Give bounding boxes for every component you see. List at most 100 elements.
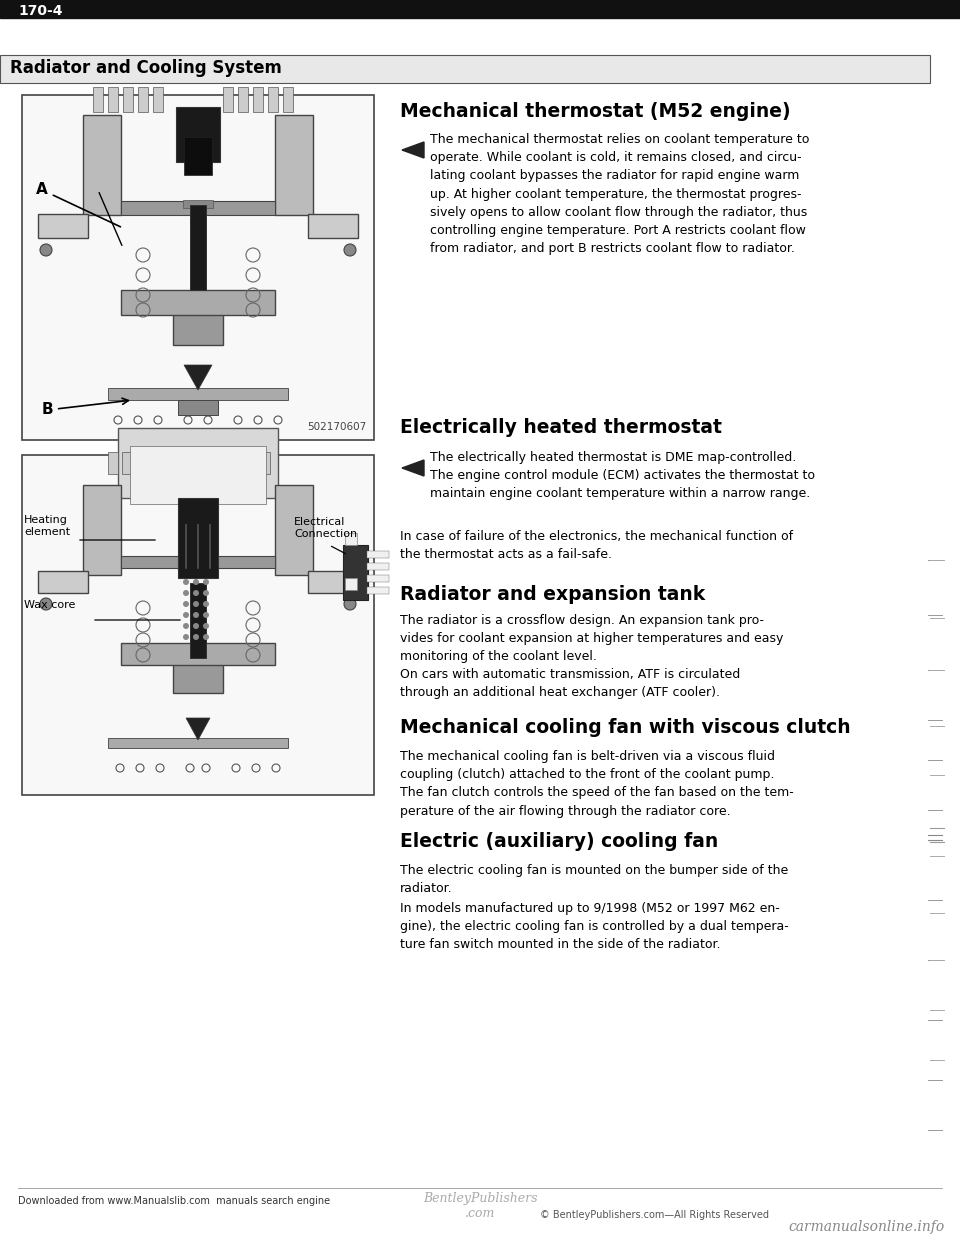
Text: The electrically heated thermostat is DME map-controlled.
The engine control mod: The electrically heated thermostat is DM… xyxy=(430,451,815,501)
Bar xyxy=(190,582,206,658)
Text: Mechanical cooling fan with viscous clutch: Mechanical cooling fan with viscous clut… xyxy=(400,718,851,737)
Text: B: B xyxy=(41,399,129,417)
Bar xyxy=(183,200,213,207)
Text: Mechanical thermostat (M52 engine): Mechanical thermostat (M52 engine) xyxy=(400,102,791,120)
Circle shape xyxy=(203,601,209,607)
Bar xyxy=(218,452,228,474)
Bar xyxy=(118,428,278,498)
Bar xyxy=(108,388,288,400)
Circle shape xyxy=(193,623,199,628)
Text: Radiator and expansion tank: Radiator and expansion tank xyxy=(400,585,706,604)
Bar xyxy=(0,55,930,83)
Text: Electrically heated thermostat: Electrically heated thermostat xyxy=(400,419,722,437)
Bar xyxy=(176,107,220,161)
Bar xyxy=(345,578,357,590)
Circle shape xyxy=(203,612,209,619)
Circle shape xyxy=(203,579,209,585)
Text: In case of failure of the electronics, the mechanical function of
the thermostat: In case of failure of the electronics, t… xyxy=(400,530,793,561)
Bar xyxy=(136,452,146,474)
Bar xyxy=(308,214,358,238)
Text: 170-4: 170-4 xyxy=(18,4,62,17)
Bar xyxy=(178,498,218,578)
Text: Downloaded from www.Manualslib.com  manuals search engine: Downloaded from www.Manualslib.com manua… xyxy=(18,1196,330,1206)
Bar xyxy=(343,545,368,600)
Bar xyxy=(22,94,374,440)
Circle shape xyxy=(183,633,189,640)
Bar xyxy=(190,205,206,289)
Circle shape xyxy=(40,597,52,610)
Bar xyxy=(121,289,275,315)
Text: The mechanical cooling fan is belt-driven via a viscous fluid
coupling (clutch) : The mechanical cooling fan is belt-drive… xyxy=(400,750,794,817)
Text: In models manufactured up to 9/1998 (M52 or 1997 M62 en-
gine), the electric coo: In models manufactured up to 9/1998 (M52… xyxy=(400,902,789,951)
Circle shape xyxy=(183,601,189,607)
Text: Electric (auxiliary) cooling fan: Electric (auxiliary) cooling fan xyxy=(400,832,718,851)
Bar xyxy=(345,533,357,545)
Bar xyxy=(275,116,313,215)
Bar xyxy=(173,648,223,693)
Bar xyxy=(178,400,218,415)
Bar xyxy=(260,452,270,474)
Circle shape xyxy=(193,612,199,619)
Bar xyxy=(93,87,103,112)
Text: © BentleyPublishers.com—All Rights Reserved: © BentleyPublishers.com—All Rights Reser… xyxy=(540,1210,769,1220)
Bar xyxy=(121,556,275,568)
Text: The radiator is a crossflow design. An expansion tank pro-
vides for coolant exp: The radiator is a crossflow design. An e… xyxy=(400,614,783,663)
Text: Radiator and Cooling System: Radiator and Cooling System xyxy=(10,60,282,77)
Bar xyxy=(275,484,313,575)
Circle shape xyxy=(183,612,189,619)
Circle shape xyxy=(193,579,199,585)
Bar xyxy=(283,87,293,112)
Circle shape xyxy=(193,590,199,596)
Bar xyxy=(367,563,389,570)
Bar xyxy=(138,87,148,112)
Bar xyxy=(173,296,223,345)
Bar xyxy=(246,452,256,474)
Circle shape xyxy=(183,590,189,596)
Circle shape xyxy=(344,243,356,256)
Bar xyxy=(153,87,163,112)
Bar xyxy=(122,452,132,474)
Text: BentleyPublishers: BentleyPublishers xyxy=(422,1192,538,1205)
Text: A: A xyxy=(36,183,121,227)
Bar xyxy=(83,484,121,575)
Text: The mechanical thermostat relies on coolant temperature to
operate. While coolan: The mechanical thermostat relies on cool… xyxy=(430,133,809,255)
Bar xyxy=(38,571,88,592)
Circle shape xyxy=(183,579,189,585)
Bar xyxy=(253,87,263,112)
Text: Heating
element: Heating element xyxy=(24,515,70,538)
Bar xyxy=(83,116,121,215)
Bar xyxy=(238,87,248,112)
Bar xyxy=(367,575,389,582)
Bar xyxy=(108,87,118,112)
Polygon shape xyxy=(402,142,424,158)
Polygon shape xyxy=(402,460,424,476)
Bar xyxy=(130,446,266,504)
Polygon shape xyxy=(186,718,210,740)
Text: Electrical
Connection: Electrical Connection xyxy=(294,517,357,539)
Text: 502170607: 502170607 xyxy=(307,422,366,432)
Circle shape xyxy=(203,590,209,596)
Bar xyxy=(308,571,358,592)
Circle shape xyxy=(203,623,209,628)
Bar xyxy=(121,643,275,664)
Bar xyxy=(268,87,278,112)
Text: The electric cooling fan is mounted on the bumper side of the
radiator.: The electric cooling fan is mounted on t… xyxy=(400,864,788,895)
Text: .com: .com xyxy=(465,1207,495,1220)
Circle shape xyxy=(40,243,52,256)
Bar xyxy=(38,214,88,238)
Circle shape xyxy=(183,623,189,628)
Bar xyxy=(367,551,389,558)
Bar xyxy=(108,738,288,748)
Bar xyxy=(184,137,212,175)
Circle shape xyxy=(203,633,209,640)
Bar xyxy=(121,201,275,215)
Bar xyxy=(223,87,233,112)
Bar xyxy=(367,587,389,594)
Text: Wax core: Wax core xyxy=(24,600,76,610)
Circle shape xyxy=(344,597,356,610)
Bar xyxy=(0,0,960,17)
Text: carmanualsonline.info: carmanualsonline.info xyxy=(789,1220,945,1235)
Bar xyxy=(108,452,118,474)
Circle shape xyxy=(193,633,199,640)
Bar xyxy=(123,87,133,112)
